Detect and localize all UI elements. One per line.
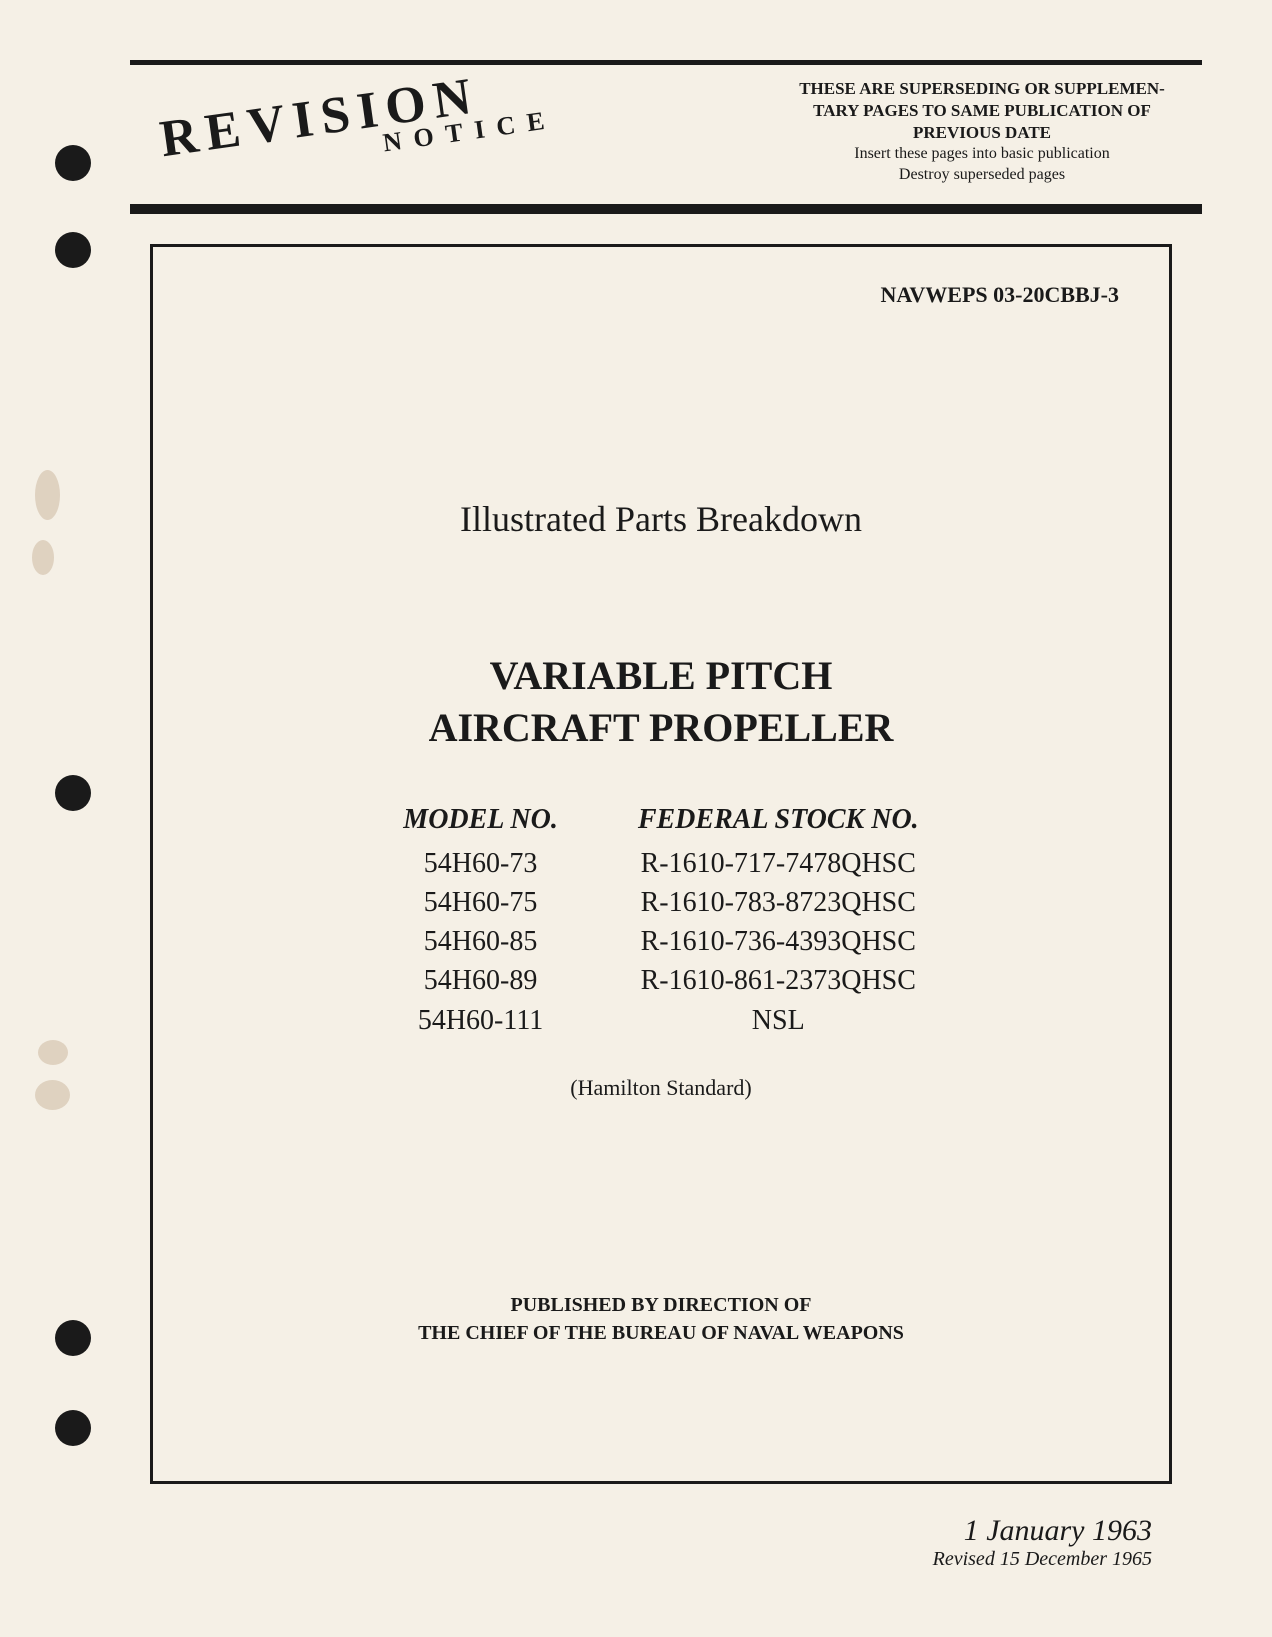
header-section: REVISION NOTICE THESE ARE SUPERSEDING OR… xyxy=(130,60,1202,214)
superseding-line: TARY PAGES TO SAME PUBLICATION OF xyxy=(762,100,1202,122)
header-content: REVISION NOTICE THESE ARE SUPERSEDING OR… xyxy=(130,73,1202,196)
model-item: 54H60-89 xyxy=(403,961,558,1000)
document-number: NAVWEPS 03-20CBBJ-3 xyxy=(203,282,1119,308)
punch-hole xyxy=(55,145,91,181)
publisher-line: PUBLISHED BY DIRECTION OF xyxy=(203,1291,1119,1319)
stock-item: R-1610-736-4393QHSC xyxy=(638,922,919,961)
model-item: 54H60-73 xyxy=(403,844,558,883)
stock-item: R-1610-861-2373QHSC xyxy=(638,961,919,1000)
title-line: VARIABLE PITCH xyxy=(203,650,1119,702)
punch-hole xyxy=(55,775,91,811)
punch-hole xyxy=(55,1320,91,1356)
document-subtitle: Illustrated Parts Breakdown xyxy=(203,498,1119,540)
stock-item: R-1610-783-8723QHSC xyxy=(638,883,919,922)
title-line: AIRCRAFT PROPELLER xyxy=(203,702,1119,754)
revision-date: Revised 15 December 1965 xyxy=(130,1548,1152,1571)
superseding-line: PREVIOUS DATE xyxy=(762,122,1202,144)
punch-hole xyxy=(55,1410,91,1446)
stock-column: FEDERAL STOCK NO. R-1610-717-7478QHSC R-… xyxy=(638,804,919,1040)
superseding-line: THESE ARE SUPERSEDING OR SUPPLEMEN- xyxy=(762,78,1202,100)
document-page: REVISION NOTICE THESE ARE SUPERSEDING OR… xyxy=(0,0,1272,1637)
manufacturer-name: (Hamilton Standard) xyxy=(203,1075,1119,1101)
publication-date: 1 January 1963 xyxy=(130,1514,1152,1548)
paper-stain xyxy=(32,540,54,575)
model-item: 54H60-85 xyxy=(403,922,558,961)
superseding-notice: THESE ARE SUPERSEDING OR SUPPLEMEN- TARY… xyxy=(762,73,1202,186)
model-column: MODEL NO. 54H60-73 54H60-75 54H60-85 54H… xyxy=(403,804,558,1040)
document-title: VARIABLE PITCH AIRCRAFT PROPELLER xyxy=(203,650,1119,754)
main-content-box: NAVWEPS 03-20CBBJ-3 Illustrated Parts Br… xyxy=(150,244,1172,1484)
bottom-rule xyxy=(130,204,1202,214)
publisher-line: THE CHIEF OF THE BUREAU OF NAVAL WEAPONS xyxy=(203,1319,1119,1347)
revision-notice-stamp: REVISION NOTICE xyxy=(156,56,558,189)
model-item: 54H60-111 xyxy=(403,1001,558,1040)
insert-instruction: Insert these pages into basic publicatio… xyxy=(762,144,1202,165)
stock-header: FEDERAL STOCK NO. xyxy=(638,804,919,836)
top-rule xyxy=(130,60,1202,65)
stock-item: R-1610-717-7478QHSC xyxy=(638,844,919,883)
publisher-info: PUBLISHED BY DIRECTION OF THE CHIEF OF T… xyxy=(203,1291,1119,1347)
punch-hole xyxy=(55,232,91,268)
paper-stain xyxy=(35,1080,70,1110)
paper-stain xyxy=(35,470,60,520)
destroy-instruction: Destroy superseded pages xyxy=(762,165,1202,186)
paper-stain xyxy=(38,1040,68,1065)
model-stock-table: MODEL NO. 54H60-73 54H60-75 54H60-85 54H… xyxy=(203,804,1119,1040)
date-section: 1 January 1963 Revised 15 December 1965 xyxy=(130,1514,1152,1571)
model-header: MODEL NO. xyxy=(403,804,558,836)
model-item: 54H60-75 xyxy=(403,883,558,922)
stock-item: NSL xyxy=(638,1001,919,1040)
